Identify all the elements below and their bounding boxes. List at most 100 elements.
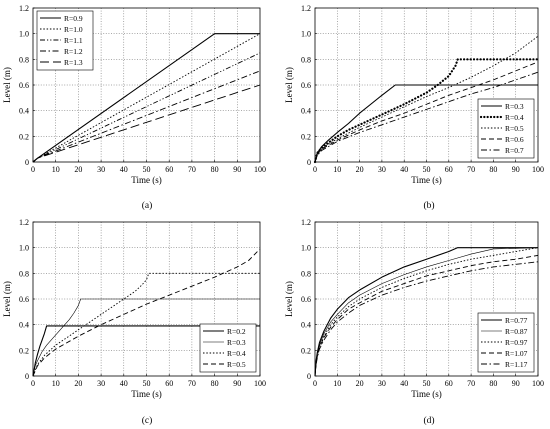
series-line-R=0.3 [314, 84, 538, 163]
legend-label: R=0.97 [505, 338, 528, 347]
series-line-R=0.4 [32, 272, 260, 377]
x-tick-label: 30 [97, 379, 105, 388]
x-tick-label: 10 [52, 165, 60, 174]
x-tick-label: 0 [31, 379, 35, 388]
legend: R=0.77 R=0.87 R=0.97 R=1.07 R=1.17 [477, 312, 535, 373]
x-tick-label: 10 [333, 379, 341, 388]
y-tick-label: 0 [25, 372, 29, 381]
y-tick-label: 0.8 [301, 269, 311, 278]
legend: R=0.2 R=0.3 R=0.4 R=0.5 [199, 323, 257, 373]
x-tick-label: 70 [188, 379, 196, 388]
x-tick-label: 10 [52, 379, 60, 388]
series-line-R=1.3 [32, 84, 261, 163]
y-tick-label: 0.6 [19, 81, 29, 90]
x-tick-label: 0 [31, 165, 35, 174]
y-tick-label: 1.0 [19, 244, 29, 253]
panel-caption: (b) [423, 200, 434, 211]
series-line-R=0.5 [32, 248, 261, 377]
y-tick-label: 1.2 [19, 4, 29, 13]
x-tick-label: 100 [532, 165, 544, 174]
series-line-R=0.5 [314, 35, 539, 163]
legend: R=0.9 R=1.0 R=1.1 R=1.2 R=1.3 [36, 10, 94, 71]
series-line-R=0.7 [314, 71, 539, 163]
x-tick-label: 50 [143, 165, 151, 174]
legend-label: R=1.17 [505, 360, 528, 369]
x-tick-label: 10 [333, 165, 341, 174]
x-tick-label: 60 [165, 379, 173, 388]
x-tick-label: 30 [378, 379, 386, 388]
x-tick-label: 30 [378, 165, 386, 174]
series-line-R=1.0 [32, 33, 261, 163]
x-tick-label: 70 [467, 165, 475, 174]
series-line-R=0.77 [314, 247, 538, 377]
y-tick-label: 0.6 [19, 295, 29, 304]
y-axis-label: Level (m) [284, 281, 294, 317]
y-axis-label: Level (m) [2, 281, 12, 317]
x-tick-label: 0 [313, 379, 317, 388]
x-tick-label: 90 [512, 379, 520, 388]
y-tick-label: 1.2 [19, 218, 29, 227]
y-tick-label: 0.2 [301, 346, 311, 355]
y-axis-label: Level (m) [2, 67, 12, 103]
x-tick-label: 50 [143, 379, 151, 388]
legend-label: R=0.3 [505, 102, 524, 111]
legend-label: R=0.6 [505, 135, 524, 144]
panel-0: 0 10 20 30 40 50 60 70 80 90 100 0 0.2 0.4 0.6 0.8 1.0 1.… [2, 4, 266, 211]
y-tick-label: 1.2 [301, 218, 311, 227]
x-tick-label: 20 [356, 165, 364, 174]
x-tick-label: 80 [489, 379, 497, 388]
x-tick-label: 80 [211, 379, 219, 388]
y-tick-label: 0.2 [301, 132, 311, 141]
x-tick-label: 60 [445, 379, 453, 388]
y-tick-label: 0.6 [301, 295, 311, 304]
x-tick-label: 70 [188, 165, 196, 174]
legend: R=0.3 R=0.4 R=0.5 R=0.6 R=0.7 [477, 98, 535, 159]
x-tick-label: 0 [313, 165, 317, 174]
panel-caption: (d) [423, 415, 434, 426]
y-tick-label: 0.8 [301, 55, 311, 64]
legend-label: R=0.4 [505, 113, 524, 122]
y-tick-label: 0 [25, 158, 29, 167]
legend-label: R=1.0 [64, 25, 83, 34]
panel-caption: (a) [142, 200, 153, 211]
x-axis-label: Time (s) [131, 175, 161, 185]
x-tick-label: 30 [97, 165, 105, 174]
legend-box [199, 323, 257, 373]
x-tick-label: 100 [254, 165, 266, 174]
x-tick-label: 60 [165, 165, 173, 174]
legend-label: R=1.2 [64, 47, 83, 56]
y-tick-label: 0.2 [19, 346, 29, 355]
legend-box [36, 10, 94, 71]
y-tick-label: 0 [307, 372, 311, 381]
y-tick-label: 1.2 [301, 4, 311, 13]
y-tick-label: 1.0 [19, 30, 29, 39]
x-tick-label: 40 [400, 165, 408, 174]
x-tick-label: 50 [423, 379, 431, 388]
x-tick-label: 40 [120, 379, 128, 388]
legend-label: R=0.3 [227, 338, 246, 347]
y-tick-label: 0.4 [19, 321, 29, 330]
legend-label: R=0.7 [505, 146, 524, 155]
x-axis-label: Time (s) [131, 389, 161, 399]
y-tick-label: 1.0 [301, 244, 311, 253]
y-tick-label: 0.8 [19, 55, 29, 64]
legend-label: R=0.2 [227, 327, 246, 336]
legend-label: R=1.3 [64, 58, 83, 67]
y-tick-label: 0.4 [301, 321, 311, 330]
series-line-R=0.4 [313, 58, 540, 164]
x-tick-label: 60 [445, 165, 453, 174]
legend-label: R=0.9 [64, 14, 83, 23]
x-axis-label: Time (s) [411, 389, 441, 399]
legend-label: R=0.5 [505, 124, 524, 133]
panel-3: 0 10 20 30 40 50 60 70 80 90 100 0 0.2 0.4 0.6 0.8 1.0 1.… [284, 218, 544, 426]
x-tick-label: 100 [532, 379, 544, 388]
y-axis-label: Level (m) [284, 67, 294, 103]
x-tick-label: 100 [254, 379, 266, 388]
legend-label: R=0.4 [227, 349, 246, 358]
series-line-R=0.3 [32, 298, 260, 377]
panel-2: 0 10 20 30 40 50 60 70 80 90 100 0 0.2 0.4 0.6 0.8 1.0 1.… [2, 218, 266, 426]
panel-1: 0 10 20 30 40 50 60 70 80 90 100 0 0.2 0.4 0.6 0.8 1.0 1.… [284, 4, 544, 211]
legend-label: R=0.87 [505, 327, 528, 336]
x-tick-label: 20 [74, 165, 82, 174]
